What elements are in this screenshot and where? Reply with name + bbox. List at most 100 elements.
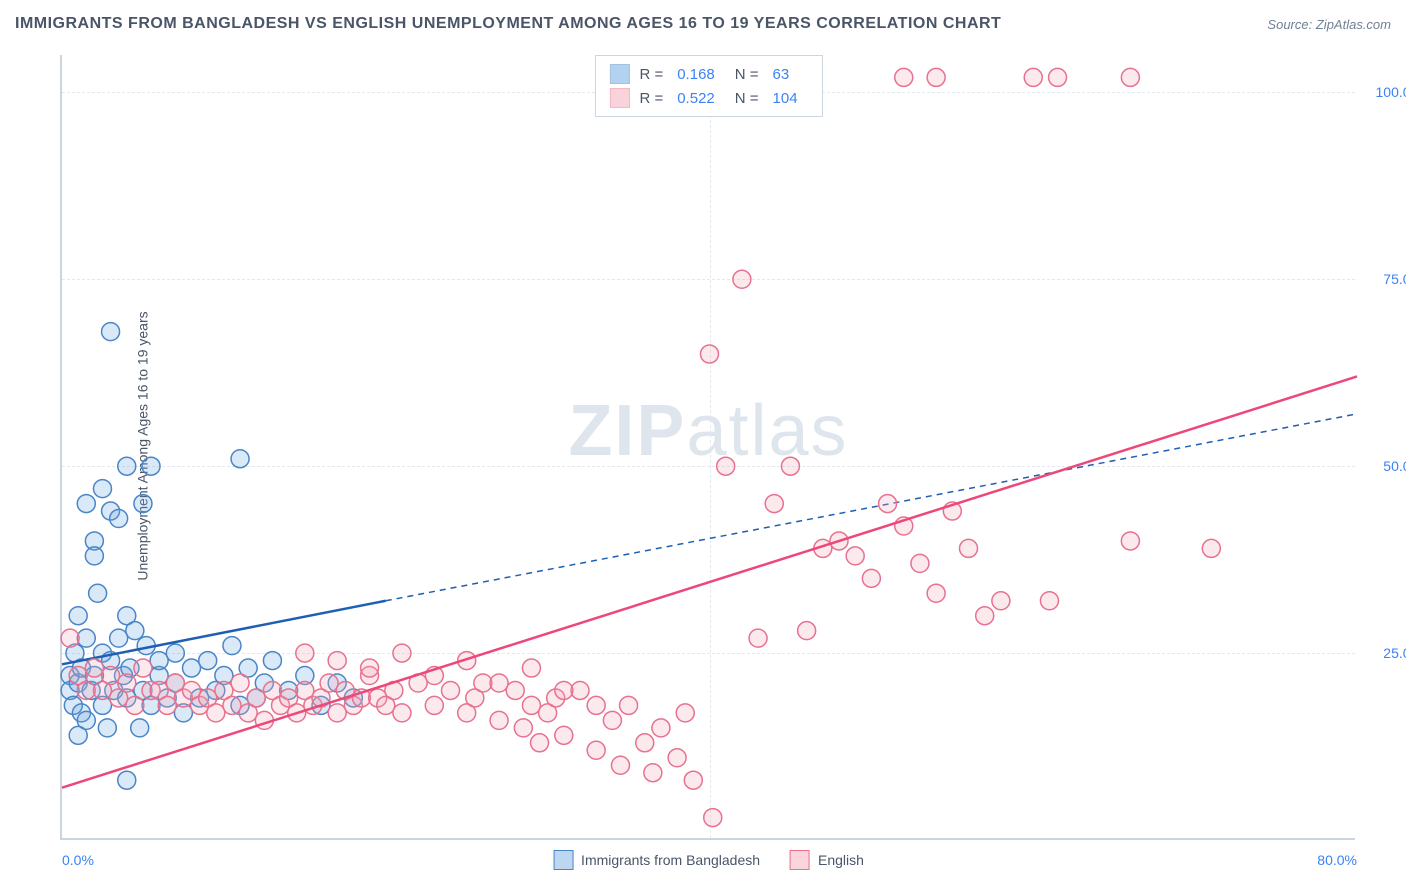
scatter-point (514, 719, 532, 737)
series-legend-item: Immigrants from Bangladesh (553, 850, 760, 870)
scatter-point (531, 734, 549, 752)
trendline (62, 376, 1357, 787)
scatter-point (676, 704, 694, 722)
scatter-point (263, 652, 281, 670)
series-legend-label: Immigrants from Bangladesh (581, 852, 760, 868)
scatter-point (142, 457, 160, 475)
scatter-point (102, 323, 120, 341)
scatter-point (223, 696, 241, 714)
scatter-point (927, 68, 945, 86)
legend-r-value: 0.522 (677, 90, 715, 107)
y-tick-label: 75.0% (1383, 271, 1406, 287)
scatter-point (781, 457, 799, 475)
scatter-point (118, 674, 136, 692)
scatter-point (231, 450, 249, 468)
scatter-point (911, 554, 929, 572)
scatter-point (1040, 592, 1058, 610)
scatter-point (296, 644, 314, 662)
scatter-point (879, 495, 897, 513)
scatter-point (555, 681, 573, 699)
scatter-point (1121, 532, 1139, 550)
scatter-point (126, 622, 144, 640)
correlation-legend-row: R =0.168N =63 (609, 62, 807, 86)
x-tick-label: 0.0% (62, 852, 94, 868)
scatter-point (328, 652, 346, 670)
scatter-point (1024, 68, 1042, 86)
scatter-point (126, 696, 144, 714)
scatter-point (862, 569, 880, 587)
scatter-point (571, 681, 589, 699)
series-legend: Immigrants from Bangladesh English (553, 850, 864, 870)
scatter-point (207, 704, 225, 722)
scatter-point (555, 726, 573, 744)
scatter-point (927, 584, 945, 602)
scatter-point (69, 607, 87, 625)
scatter-point (733, 270, 751, 288)
series-legend-item: English (790, 850, 864, 870)
scatter-point (684, 771, 702, 789)
legend-r-value: 0.168 (677, 66, 715, 83)
legend-n-label: N = (735, 90, 759, 107)
scatter-point (223, 637, 241, 655)
scatter-point (134, 495, 152, 513)
scatter-point (158, 696, 176, 714)
scatter-point (717, 457, 735, 475)
scatter-point (522, 696, 540, 714)
legend-n-label: N = (735, 66, 759, 83)
y-tick-label: 100.0% (1376, 84, 1406, 100)
scatter-point (247, 689, 265, 707)
scatter-point (701, 345, 719, 363)
scatter-point (69, 726, 87, 744)
scatter-point (652, 719, 670, 737)
scatter-point (98, 719, 116, 737)
scatter-point (150, 652, 168, 670)
scatter-point (992, 592, 1010, 610)
source-label: Source: (1267, 17, 1312, 32)
scatter-point (77, 495, 95, 513)
legend-swatch (553, 850, 573, 870)
y-tick-label: 25.0% (1383, 645, 1406, 661)
scatter-point (644, 764, 662, 782)
scatter-point (1121, 68, 1139, 86)
x-tick-label: 80.0% (1317, 852, 1357, 868)
scatter-point (102, 667, 120, 685)
y-tick-label: 50.0% (1383, 458, 1406, 474)
scatter-point (134, 659, 152, 677)
scatter-point (960, 539, 978, 557)
scatter-point (110, 629, 128, 647)
scatter-point (587, 741, 605, 759)
series-legend-label: English (818, 852, 864, 868)
title-bar: IMMIGRANTS FROM BANGLADESH VS ENGLISH UN… (15, 15, 1391, 33)
scatter-point (425, 696, 443, 714)
scatter-point (320, 674, 338, 692)
legend-r-label: R = (639, 90, 663, 107)
scatter-point (587, 696, 605, 714)
scatter-point (85, 659, 103, 677)
scatter-point (976, 607, 994, 625)
scatter-point (166, 644, 184, 662)
scatter-point (361, 659, 379, 677)
scatter-point (393, 644, 411, 662)
scatter-point (93, 480, 111, 498)
scatter-point (89, 584, 107, 602)
scatter-point (131, 719, 149, 737)
scatter-point (393, 704, 411, 722)
scatter-point (765, 495, 783, 513)
scatter-point (118, 457, 136, 475)
scatter-point (522, 659, 540, 677)
scatter-point (611, 756, 629, 774)
scatter-point (77, 681, 95, 699)
scatter-chart (62, 55, 1355, 838)
scatter-point (110, 510, 128, 528)
scatter-point (61, 629, 79, 647)
scatter-point (636, 734, 654, 752)
scatter-point (474, 674, 492, 692)
legend-n-value: 63 (773, 66, 790, 83)
scatter-point (183, 659, 201, 677)
source-value: ZipAtlas.com (1316, 17, 1391, 32)
legend-swatch (609, 88, 629, 108)
scatter-point (85, 547, 103, 565)
scatter-point (328, 704, 346, 722)
scatter-point (442, 681, 460, 699)
scatter-point (603, 711, 621, 729)
